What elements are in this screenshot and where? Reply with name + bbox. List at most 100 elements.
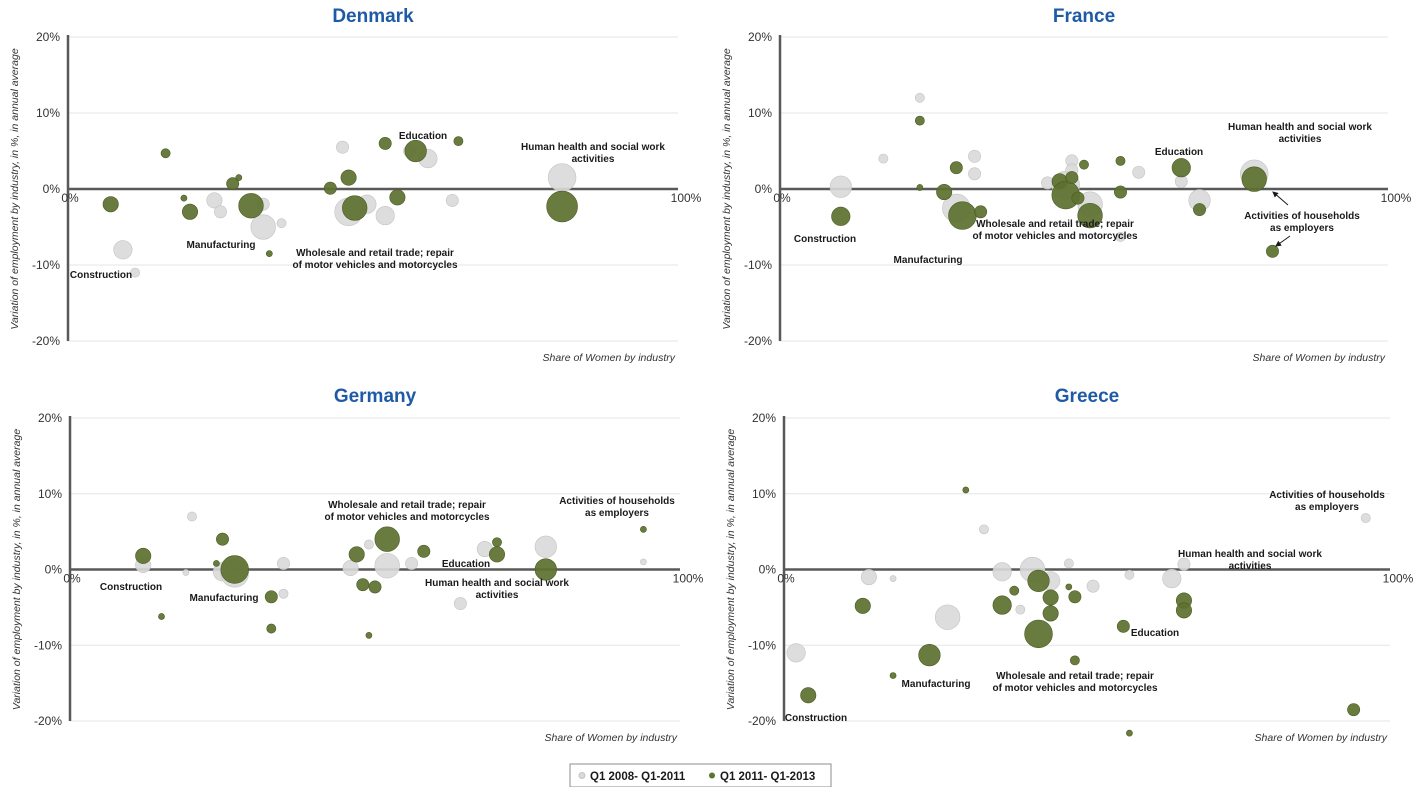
- chart-title: Germany: [334, 386, 417, 407]
- bubble-2011-2013: [546, 190, 578, 223]
- panel-france: France 20% 10% 0% -10% -20% 0% 100% Variation of…: [721, 6, 1412, 364]
- bubble-2011-2013: [534, 558, 557, 581]
- y-tick-label: -10%: [748, 638, 776, 652]
- bubble-2011-2013: [936, 184, 953, 201]
- legend-marker-2008-2011: [578, 772, 586, 779]
- bubble-2008-2011: [453, 597, 467, 611]
- annotation-activities-of-households: Activities of households as employers: [559, 496, 675, 519]
- annotation-human-health-and-social-work: Human health and social work activities: [1228, 122, 1372, 145]
- annotation-activities-of-households: Activities of households as employers: [1269, 490, 1385, 513]
- bubble-2008-2011: [206, 192, 223, 209]
- annotation-arrow: [1272, 191, 1289, 206]
- bubble-2011-2013: [1065, 171, 1079, 185]
- bubble-2011-2013: [378, 136, 392, 150]
- bubble-2008-2011: [1177, 557, 1191, 571]
- bubble-2008-2011: [640, 558, 647, 566]
- bubble-2011-2013: [323, 181, 337, 195]
- bubble-2008-2011: [979, 524, 989, 535]
- y-axis-label: Variation of employment by industry, in …: [721, 48, 733, 329]
- legend: Q1 2008- Q1-2011 Q1 2011- Q1-2013: [569, 763, 832, 787]
- x-axis-label: Share of Women by industry: [1253, 352, 1386, 364]
- bubble-2011-2013: [1068, 590, 1082, 604]
- annotation-human-health-and-social-work: Human health and social work activities: [425, 578, 569, 601]
- chart-title: France: [1053, 6, 1115, 27]
- bubble-2008-2011: [878, 153, 889, 164]
- y-axis-label: Variation of employment by industry, in …: [725, 429, 737, 710]
- annotation-wholesale-and-retail-trade-repair: Wholesale and retail trade; repair of mot…: [292, 248, 457, 271]
- bubble-2011-2013: [854, 597, 871, 614]
- x-axis-label: Share of Women by industry: [543, 352, 676, 364]
- bubble-2008-2011: [214, 205, 227, 219]
- bubble-2008-2011: [363, 539, 374, 550]
- bubble-2011-2013: [914, 115, 925, 126]
- bubble-2011-2013: [1071, 191, 1085, 205]
- y-axis-label: Variation of employment by industry, in …: [9, 48, 21, 329]
- bubble-2011-2013: [102, 196, 119, 213]
- bubble-2008-2011: [786, 643, 806, 663]
- legend-label-2008-2011: Q1 2008- Q1-2011: [590, 771, 686, 783]
- bubble-2011-2013: [160, 148, 171, 159]
- bubble-2011-2013: [1126, 729, 1133, 737]
- y-tick-label: 10%: [38, 487, 62, 501]
- bubble-2008-2011: [1115, 231, 1126, 242]
- bubble-2011-2013: [1115, 155, 1126, 166]
- bubble-2011-2013: [342, 195, 368, 221]
- bubble-2008-2011: [934, 604, 961, 630]
- bubble-2011-2013: [1024, 619, 1053, 649]
- bubble-2008-2011: [277, 556, 290, 570]
- y-tick-label: 10%: [748, 106, 772, 120]
- legend-label-2011-2013: Q1 2011- Q1-2013: [720, 771, 815, 783]
- bubble-2011-2013: [1009, 585, 1020, 596]
- bubble-2011-2013: [1114, 185, 1127, 199]
- bubble-2008-2011: [182, 569, 190, 576]
- bubble-2008-2011: [445, 193, 459, 207]
- bubble-2011-2013: [918, 643, 941, 667]
- annotation-construction: Construction: [794, 234, 856, 245]
- bubble-2011-2013: [348, 546, 365, 563]
- panel-denmark: Denmark 20% 10% 0% -10% -20% 0% 100% Variation o…: [9, 6, 702, 364]
- y-tick-label: -20%: [744, 334, 772, 348]
- bubble-2008-2011: [276, 218, 287, 229]
- x-tick-label: 100%: [673, 572, 704, 586]
- x-axis-label: Share of Women by industry: [1255, 732, 1388, 744]
- bubble-2011-2013: [266, 623, 277, 634]
- bubble-2011-2013: [226, 177, 240, 191]
- bubble-2008-2011: [914, 92, 925, 103]
- y-tick-label: -20%: [34, 714, 62, 728]
- bubble-2011-2013: [1077, 202, 1103, 229]
- bubble-2011-2013: [831, 206, 851, 226]
- bubble-2011-2013: [264, 590, 278, 604]
- bubble-2011-2013: [365, 632, 373, 639]
- bubble-2011-2013: [216, 532, 229, 546]
- legend-marker-2011-2013: [709, 772, 715, 779]
- annotation-manufacturing: Manufacturing: [190, 593, 259, 604]
- y-tick-label: 20%: [36, 30, 60, 44]
- annotation-wholesale-and-retail-trade-repair: Wholesale and retail trade; repair of mot…: [992, 671, 1157, 694]
- annotation-education: Education: [442, 559, 490, 570]
- bubble-2011-2013: [1193, 203, 1206, 216]
- bubble-2008-2011: [342, 559, 359, 576]
- bubble-2011-2013: [368, 580, 382, 594]
- bubble-2008-2011: [187, 511, 197, 522]
- bubble-2008-2011: [1063, 558, 1074, 569]
- bubble-2011-2013: [640, 526, 647, 533]
- bubble-2008-2011: [992, 562, 1012, 582]
- bubble-2008-2011: [860, 569, 877, 586]
- bubble-2011-2013: [949, 161, 963, 175]
- annotation-education: Education: [1155, 147, 1203, 158]
- bubble-2008-2011: [534, 535, 557, 558]
- bubble-2008-2011: [1360, 513, 1371, 523]
- bubble-2011-2013: [265, 250, 273, 257]
- annotation-human-health-and-social-work: Human health and social work activities: [521, 142, 665, 165]
- bubble-2011-2013: [1266, 244, 1279, 258]
- bubble-2008-2011: [968, 149, 982, 163]
- bubble-2011-2013: [417, 544, 431, 558]
- annotation-wholesale-and-retail-trade-repair: Wholesale and retail trade; repair of mot…: [324, 500, 489, 523]
- bubble-2008-2011: [405, 556, 419, 570]
- annotation-activities-of-households: Activities of households as employers: [1244, 211, 1360, 234]
- bubble-2011-2013: [1171, 158, 1191, 178]
- bubble-2011-2013: [1175, 602, 1192, 619]
- bubble-2011-2013: [453, 136, 464, 147]
- bubble-2011-2013: [1042, 605, 1059, 622]
- bubble-2011-2013: [974, 205, 988, 219]
